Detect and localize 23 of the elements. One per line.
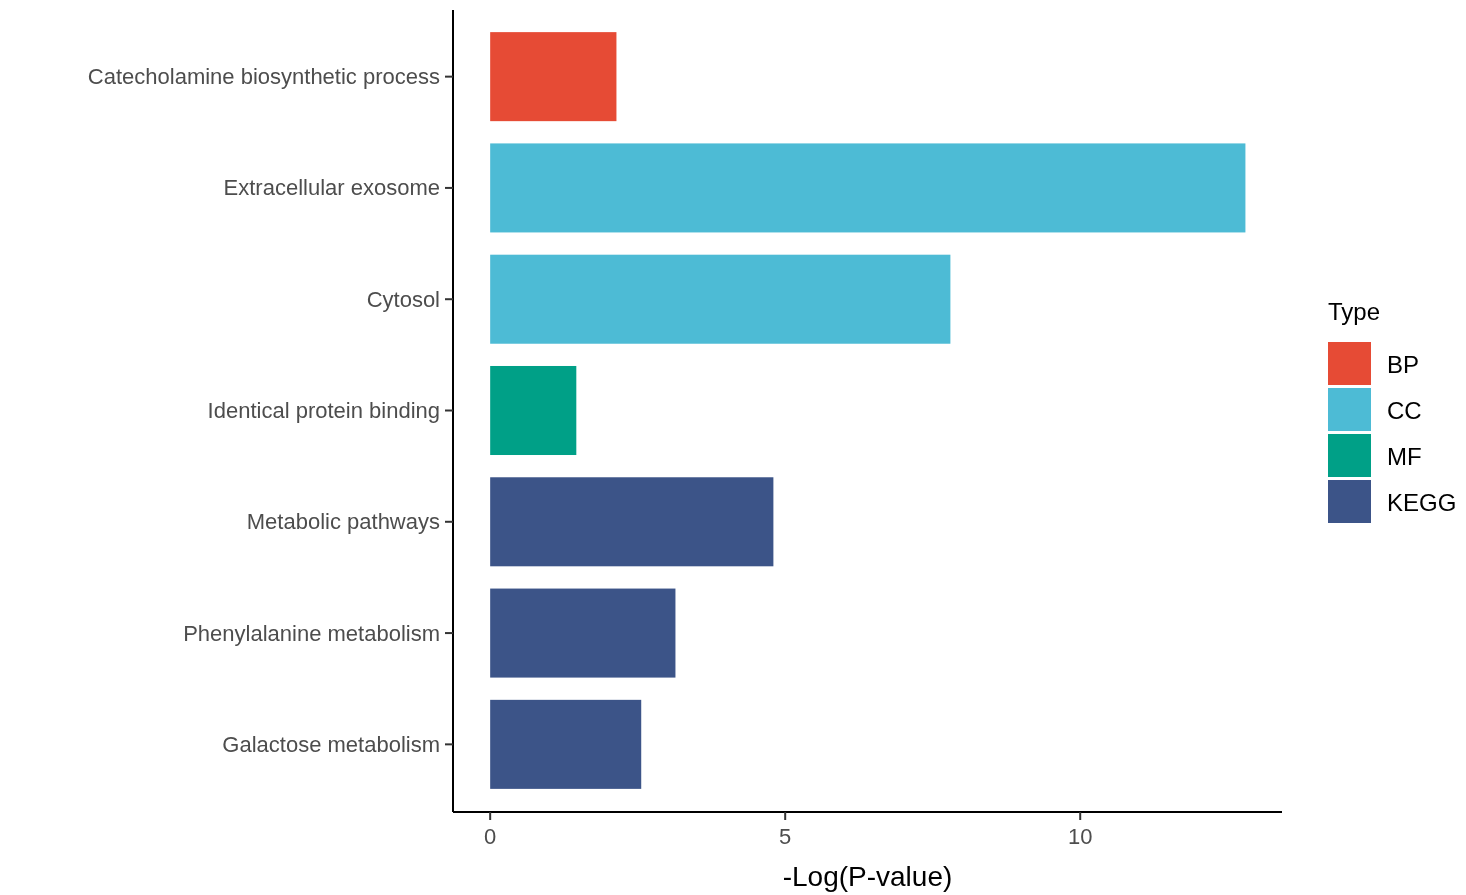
legend-label: KEGG	[1387, 488, 1457, 516]
bar	[490, 365, 577, 456]
bar	[490, 477, 774, 567]
legend-label: CC	[1387, 396, 1422, 424]
bar	[490, 254, 951, 344]
y-tick-label: Catecholamine biosynthetic process	[87, 64, 440, 90]
bar	[490, 143, 1246, 233]
y-tick-label: Galactose metabolism	[222, 731, 440, 757]
bar	[490, 32, 617, 122]
x-tick-label: 5	[779, 824, 792, 849]
y-tick-label: Identical protein binding	[207, 398, 440, 423]
bar	[490, 699, 642, 789]
y-tick-label: Phenylalanine metabolism	[183, 620, 440, 646]
bar	[490, 588, 676, 678]
legend-label: BP	[1387, 350, 1420, 378]
y-tick-label: Cytosol	[366, 286, 440, 312]
x-tick-label: 10	[1067, 824, 1093, 849]
legend-label: MF	[1387, 442, 1422, 470]
x-axis-title: -Log(P-value)	[782, 861, 953, 892]
x-tick-label: 0	[484, 824, 497, 849]
y-tick-label: Extracellular exosome	[223, 175, 440, 201]
legend-title: Type	[1328, 298, 1381, 325]
y-tick-label: Metabolic pathways	[246, 509, 440, 535]
